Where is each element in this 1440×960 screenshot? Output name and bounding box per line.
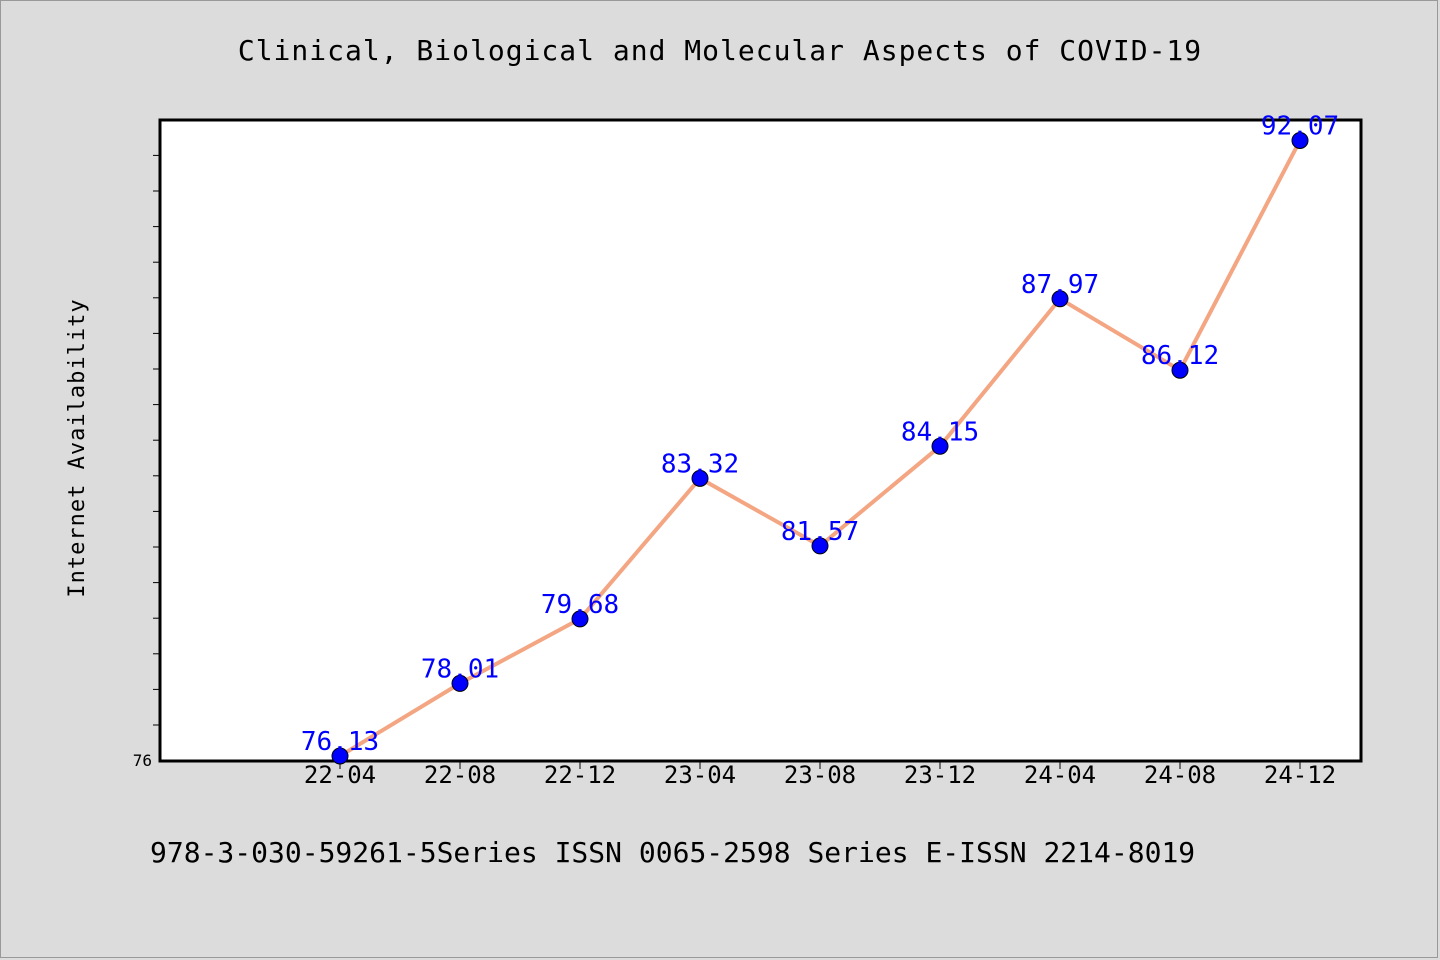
x-tick-label: 24-08 [1144,761,1216,789]
data-label: 81.57 [781,517,859,547]
data-label: 84.15 [901,417,979,447]
x-tick-label: 23-12 [904,761,976,789]
data-point [451,674,469,692]
data-point [691,469,709,487]
data-point [331,747,349,765]
data-label: 76.13 [301,727,379,757]
x-tick-label: 24-12 [1264,761,1336,789]
y-axis-title: Internet Availability [65,298,90,597]
x-tick-label: 23-08 [784,761,856,789]
data-label: 86.12 [1141,341,1219,371]
series-layer: 76.13 78.01 79.68 83.32 81.57 84.15 87.97 86.12… [301,111,1339,765]
x-tick-label: 22-04 [304,761,376,789]
plot-area [158,118,1363,763]
data-label: 79.68 [541,590,619,620]
data-point [1291,131,1309,149]
data-point [931,437,949,455]
y-axis-ticks [153,154,160,726]
x-tick-label: 22-12 [544,761,616,789]
data-point [811,537,829,555]
data-point [1051,290,1069,308]
chart-title: Clinical, Biological and Molecular Aspec… [237,34,1203,67]
data-label: 87.97 [1021,270,1099,300]
x-tick-label: 22-08 [424,761,496,789]
x-tick-label: 23-04 [664,761,736,789]
data-point [1171,361,1189,379]
data-label: 92.07 [1261,111,1339,141]
x-tick-label: 24-04 [1024,761,1096,789]
footer-note: 978-3-030-59261-5Series ISSN 0065-2598 S… [150,836,1196,869]
x-axis-ticks: 22-04 22-08 22-12 23-04 23-08 23-12 24-04 24-08… [304,761,1336,789]
y-tick-label: 76 [133,751,152,770]
data-label: 78.01 [421,654,499,684]
data-label: 83.32 [661,449,739,479]
data-point [571,610,589,628]
